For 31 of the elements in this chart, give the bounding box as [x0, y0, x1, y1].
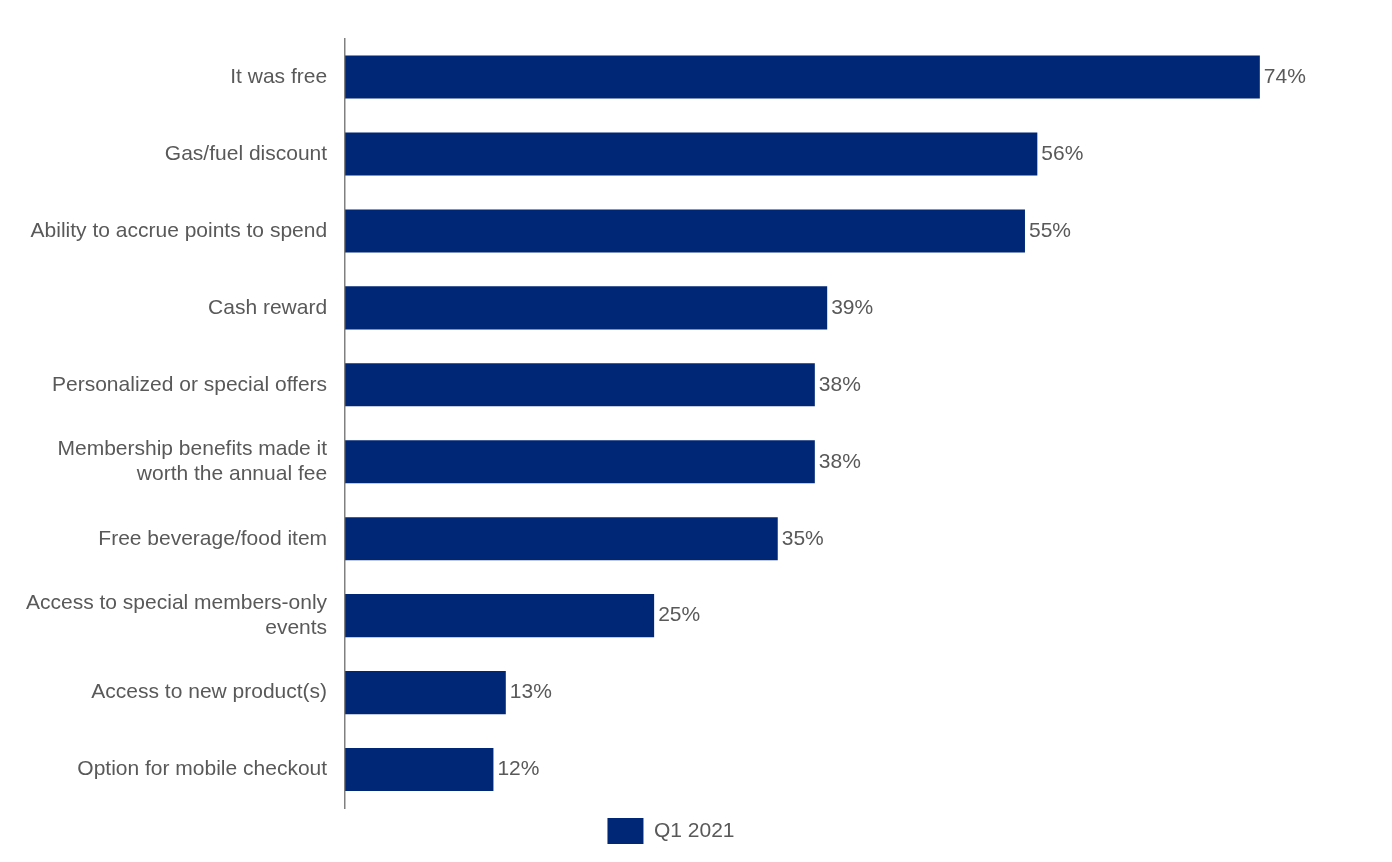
- bar: [345, 747, 494, 792]
- y-tick-label: Free beverage/food item: [98, 525, 328, 549]
- y-tick-label: Personalized or special offers: [52, 371, 328, 395]
- y-tick-label: It was free: [230, 63, 328, 87]
- data-label: 55%: [1028, 217, 1071, 241]
- bar: [345, 209, 1025, 253]
- y-tick-label: Membership benefits made it worth the annual fee: [57, 435, 328, 485]
- data-label: 74%: [1263, 63, 1306, 87]
- y-tick-label: Access to new product(s): [91, 679, 328, 703]
- bar: [345, 132, 1038, 176]
- bar: [345, 440, 815, 484]
- bar: [345, 517, 778, 561]
- y-tick-label: Ability to accrue points to spend: [30, 217, 328, 241]
- bar: [345, 286, 828, 330]
- bar: [345, 671, 506, 715]
- data-label: 38%: [818, 371, 861, 395]
- data-label: 35%: [781, 525, 824, 549]
- bar: [345, 363, 815, 407]
- data-label: 12%: [497, 756, 540, 780]
- y-tick-label: Gas/fuel discount: [164, 140, 328, 164]
- data-label: 25%: [658, 602, 701, 626]
- data-label: 38%: [818, 448, 861, 472]
- y-tick-label: Cash reward: [208, 294, 328, 318]
- bar: [345, 594, 655, 638]
- legend-label: Q1 2021: [653, 817, 735, 841]
- data-label: 13%: [509, 679, 552, 703]
- y-tick-label: Option for mobile checkout: [77, 756, 328, 780]
- data-label: 39%: [831, 294, 874, 318]
- bar: [345, 55, 1260, 99]
- y-tick-label: Access to special members-only events: [26, 589, 328, 639]
- data-label: 56%: [1041, 140, 1084, 164]
